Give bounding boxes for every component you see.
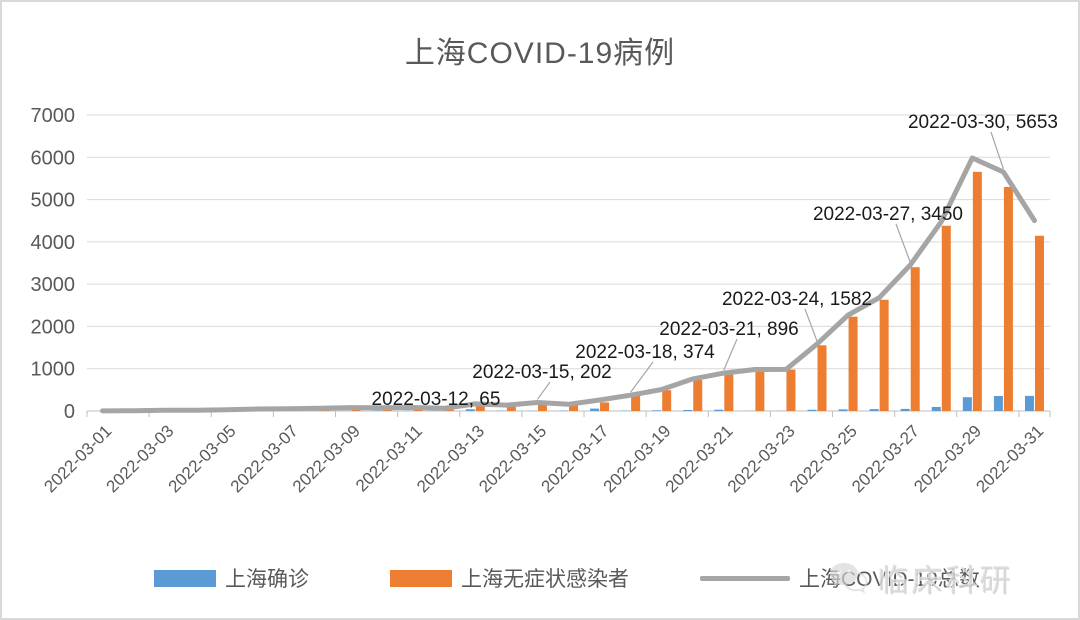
bar-confirmed (714, 409, 724, 411)
bar-asymptomatic (879, 299, 889, 411)
bar-asymptomatic (569, 404, 578, 411)
bar-asymptomatic (848, 316, 858, 411)
legend-item-total: 上海COVID-19总数 (700, 562, 980, 594)
y-axis-tick-label: 4000 (31, 232, 76, 254)
bar-asymptomatic (972, 171, 982, 411)
legend: 上海确诊 上海无症状感染者 上海COVID-19总数 (2, 562, 1078, 602)
bar-confirmed (838, 409, 848, 411)
annotation-leader-line (895, 223, 911, 263)
legend-label-confirmed: 上海确诊 (225, 568, 309, 591)
chart-title: 上海COVID-19病例 (404, 37, 676, 70)
total-line (100, 155, 1037, 414)
legend-item-confirmed: 上海确诊 (154, 562, 309, 594)
data-label: 2022-03-27, 3450 (813, 204, 963, 225)
bar-asymptomatic (755, 369, 765, 411)
bar-asymptomatic (600, 402, 610, 411)
data-label: 2022-03-15, 202 (472, 362, 611, 383)
legend-item-asymptomatic: 上海无症状感染者 (390, 562, 629, 594)
bar-confirmed (900, 408, 910, 411)
bar-asymptomatic (941, 225, 951, 411)
y-axis-tick-label: 3000 (31, 274, 76, 296)
bar-asymptomatic (475, 405, 485, 411)
bar-asymptomatic (786, 369, 796, 411)
bar-confirmed (1024, 395, 1034, 411)
bar-asymptomatic (537, 402, 547, 411)
total-swatch (700, 575, 790, 581)
bar-confirmed (931, 406, 941, 411)
bar-asymptomatic (693, 379, 703, 411)
y-axis-tick-label: 2000 (31, 316, 76, 338)
bar-asymptomatic (817, 345, 827, 411)
bar-asymptomatic (506, 405, 516, 411)
annotation-leader-line (723, 338, 738, 371)
y-axis-tick-label: 1000 (31, 359, 76, 381)
bar-confirmed (962, 397, 972, 411)
bar-confirmed (465, 409, 475, 411)
data-label: 2022-03-21, 896 (659, 319, 798, 340)
x-axis-tick-label: 2022-03-31 (972, 421, 1047, 496)
bar-asymptomatic (1003, 186, 1013, 411)
legend-label-total: 上海COVID-19总数 (799, 568, 980, 591)
y-axis-tick-label: 0 (64, 401, 75, 423)
legend-label-asymptomatic: 上海无症状感染者 (461, 568, 629, 591)
y-axis-tick-label: 5000 (31, 190, 76, 212)
data-label: 2022-03-30, 5653 (908, 112, 1058, 133)
bar-confirmed (652, 410, 662, 411)
bar-confirmed (869, 409, 879, 411)
annotation-leader-line (990, 131, 1004, 170)
confirmed-swatch (154, 569, 216, 587)
bar-confirmed (590, 408, 600, 411)
annotation-leader-line (804, 308, 818, 342)
x-axis-tick-label: 2022-03-09 (289, 421, 364, 496)
bar-confirmed (993, 395, 1003, 411)
bar-confirmed (683, 409, 693, 411)
y-axis-tick-label: 7000 (31, 105, 76, 127)
bar-asymptomatic (631, 395, 641, 411)
annotation-leader-line (536, 381, 551, 400)
y-axis-tick-label: 6000 (31, 147, 76, 169)
data-label: 2022-03-12, 65 (372, 389, 501, 410)
data-label: 2022-03-24, 1582 (722, 289, 872, 310)
bar-asymptomatic (1034, 235, 1044, 411)
bar-asymptomatic (724, 374, 734, 411)
asymptomatic-swatch (390, 569, 452, 587)
bar-asymptomatic (910, 267, 920, 411)
bar-confirmed (807, 409, 817, 411)
data-label: 2022-03-18, 374 (575, 342, 715, 363)
annotation-leader-line (630, 361, 654, 393)
bar-asymptomatic (662, 390, 672, 411)
